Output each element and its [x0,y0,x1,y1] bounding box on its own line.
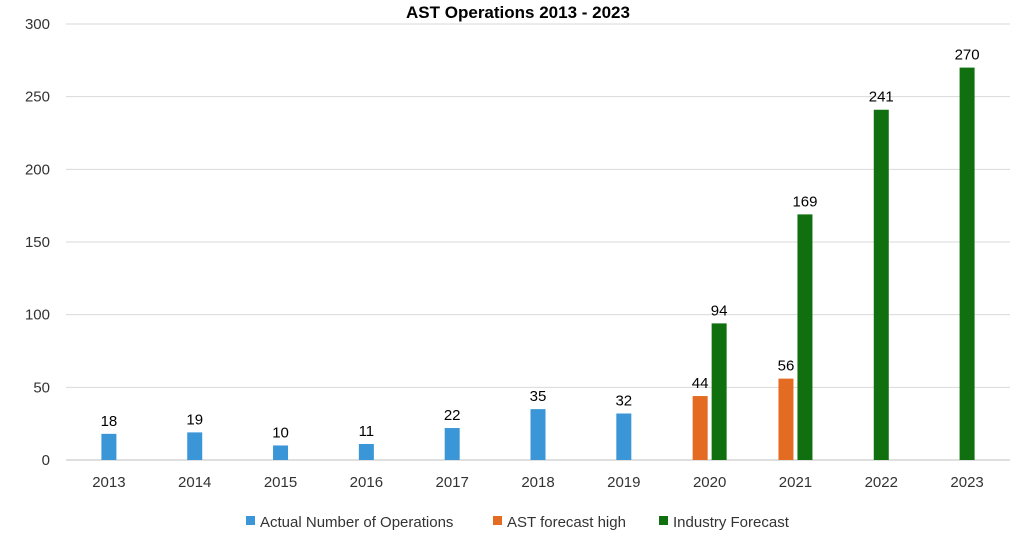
legend-label: Actual Number of Operations [260,514,453,531]
x-axis-ticks: 2013 2014 2015 2016 2017 2018 2019 2020 2021 2022… [92,474,984,491]
data-label: 11 [359,423,375,440]
bar [616,413,632,460]
legend-swatch [493,516,502,525]
bar [711,323,727,460]
bar [273,445,289,460]
y-tick-label: 200 [25,161,50,178]
data-label: 169 [792,193,817,210]
y-tick-label: 150 [25,234,50,251]
data-labels: 18 19 10 11 22 35 32 44 94 56 169 241 270 [101,47,980,442]
y-tick-label: 100 [25,307,50,324]
bar [444,428,460,460]
data-label: 10 [272,424,289,441]
data-label: 32 [615,392,632,409]
x-tick-label: 2014 [178,474,211,491]
chart-title: AST Operations 2013 - 2023 [406,3,630,22]
bar [187,432,203,460]
data-label: 18 [101,413,118,430]
y-axis-ticks: 0 50 100 150 200 250 300 [25,16,50,469]
x-tick-label: 2021 [779,474,812,491]
y-tick-label: 300 [25,16,50,33]
gridlines [66,23,1010,461]
x-tick-label: 2016 [350,474,383,491]
data-label: 35 [530,388,547,405]
y-tick-label: 0 [42,452,50,469]
bar [530,409,546,460]
data-label: 270 [955,47,980,64]
bar [101,433,117,460]
legend: Actual Number of Operations AST forecast … [246,514,790,531]
bar [358,444,374,460]
legend-swatch [246,516,255,525]
data-label: 94 [711,302,728,319]
data-label: 19 [186,411,203,428]
data-label: 241 [869,89,894,106]
data-label: 44 [692,375,709,392]
bar [692,396,708,460]
y-tick-label: 250 [25,89,50,106]
y-tick-label: 50 [33,379,50,396]
bar [873,109,889,460]
legend-swatch [659,516,668,525]
bar [778,378,794,460]
data-label: 22 [444,407,461,424]
x-tick-label: 2013 [92,474,125,491]
x-tick-label: 2020 [693,474,726,491]
data-label: 56 [778,358,795,375]
x-tick-label: 2019 [607,474,640,491]
x-tick-label: 2015 [264,474,297,491]
bar [959,67,975,460]
x-tick-label: 2022 [865,474,898,491]
bars [101,67,975,460]
legend-label: AST forecast high [507,514,626,531]
x-tick-label: 2023 [950,474,983,491]
x-tick-label: 2018 [521,474,554,491]
bar [797,214,813,460]
x-tick-label: 2017 [435,474,468,491]
legend-label: Industry Forecast [673,514,790,531]
